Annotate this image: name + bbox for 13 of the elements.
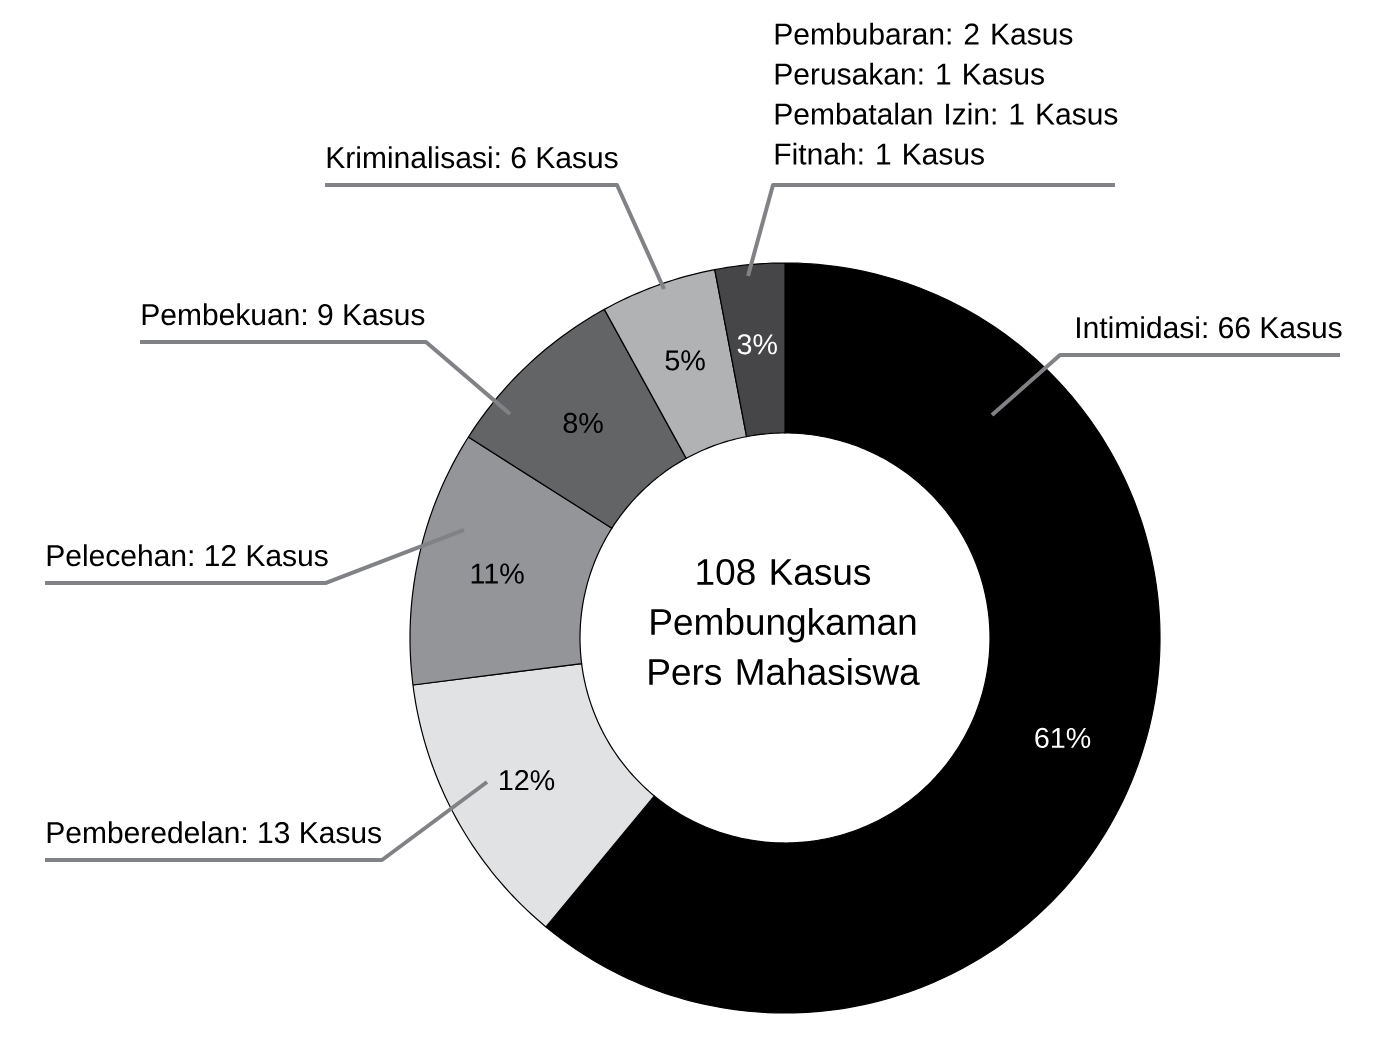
slice-label: Pembekuan: 9 Kasus	[142, 303, 425, 326]
slice-label: Intimidasi: 66 Kasus	[1077, 316, 1342, 339]
text: 108 Kasus Pembungkaman Pers Mahasiswa	[649, 558, 920, 686]
data-label: 12%	[499, 770, 555, 791]
slice-label: Pemberedelan: 13 Kasus	[47, 821, 382, 844]
data-label: 5%	[665, 350, 705, 371]
slice-label: Pelecehan: 12 Kasus	[47, 544, 328, 567]
slice-label: Kriminalisasi: 6 Kasus	[327, 146, 618, 169]
slice-label: Pembubaran: 2 Kasus Perusakan: 1 Kasus Pembatalan Izin: 1 Kasus Fitnah: 1 Kasus	[775, 22, 1118, 165]
data-label: 61%	[1035, 727, 1091, 749]
data-label: 8%	[563, 412, 603, 434]
data-label: 3%	[737, 334, 777, 355]
data-label: 11%	[471, 563, 524, 584]
